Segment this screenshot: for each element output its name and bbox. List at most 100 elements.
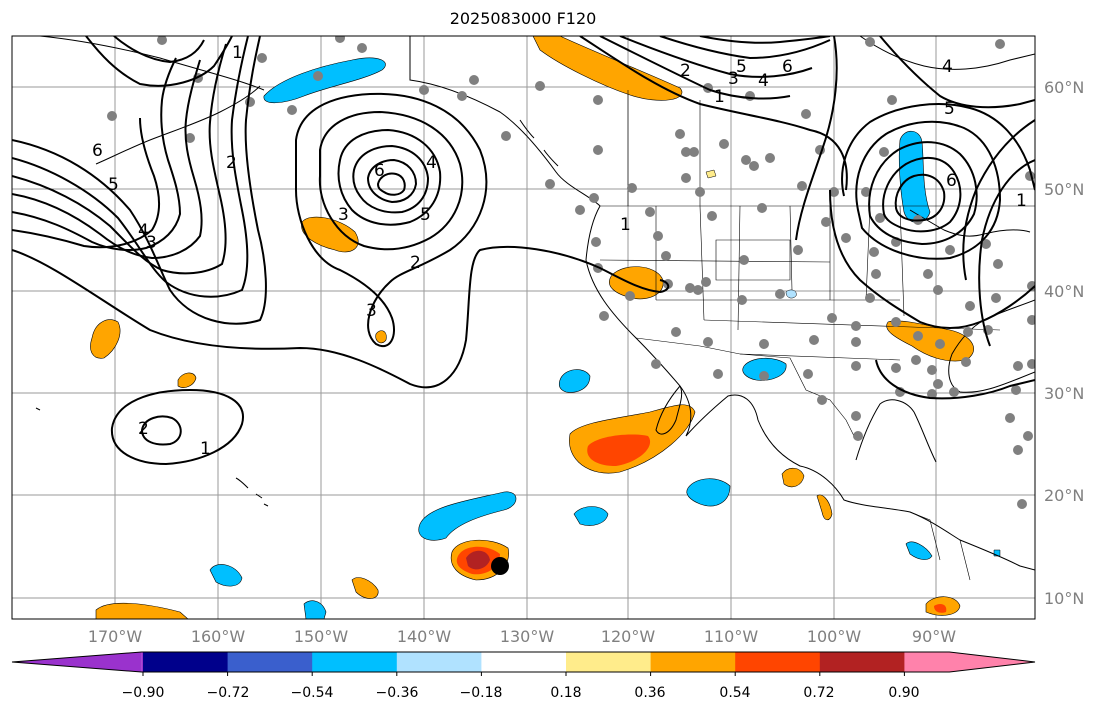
station-markers bbox=[107, 36, 1035, 509]
contour-label: 6 bbox=[374, 161, 385, 181]
colorbar-outline bbox=[11, 651, 1036, 673]
contour-label: 3 bbox=[728, 69, 739, 89]
colorbar-tick-label: −0.18 bbox=[460, 685, 503, 701]
shaded-region-orange bbox=[532, 36, 683, 101]
contour-label: 2 bbox=[680, 61, 691, 81]
map-title: 2025083000 F120 bbox=[449, 9, 597, 28]
political-borders bbox=[599, 90, 1035, 581]
shaded-region-orange bbox=[816, 494, 833, 521]
coastlines bbox=[35, 36, 1035, 571]
lon-tick-label: 130°W bbox=[500, 627, 555, 646]
shaded-region-orange bbox=[351, 577, 379, 599]
colorbar-segment bbox=[481, 652, 567, 672]
lon-tick-label: 90°W bbox=[912, 627, 956, 646]
colorbar-segment bbox=[143, 652, 229, 672]
shaded-region-orange bbox=[375, 330, 387, 344]
colorbar-segment bbox=[312, 652, 398, 672]
shaded-region-red bbox=[587, 434, 651, 466]
colorbar-tick-label: −0.36 bbox=[376, 685, 419, 701]
lat-tick-label: 40°N bbox=[1044, 282, 1084, 301]
colorbar-segment bbox=[735, 652, 821, 672]
contour-label: 4 bbox=[138, 221, 149, 241]
contour-label: 1 bbox=[620, 215, 631, 235]
lon-tick-label: 150°W bbox=[294, 627, 349, 646]
lon-tick-label: 160°W bbox=[191, 627, 246, 646]
contour-label: 5 bbox=[108, 175, 119, 195]
shaded-region-blue bbox=[209, 564, 243, 587]
lat-tick-label: 10°N bbox=[1044, 589, 1084, 608]
colorbar-tick-label: 0.54 bbox=[719, 685, 750, 701]
colorbar-segment bbox=[819, 652, 905, 672]
shaded-region-orange bbox=[177, 372, 197, 388]
shaded-region-lightblue bbox=[785, 289, 797, 299]
contour-label-group: 1 2 6 5 4 3 6 4 5 3 2 3 2 1 1 2 5 3 4 6 … bbox=[92, 43, 1027, 459]
shaded-region-red bbox=[934, 604, 947, 613]
lon-tick-label: 110°W bbox=[704, 627, 759, 646]
lon-tick-label: 100°W bbox=[807, 627, 862, 646]
colorbar-extend-min bbox=[12, 652, 142, 672]
contour-label: 1 bbox=[232, 43, 243, 63]
lon-tick-label: 170°W bbox=[88, 627, 143, 646]
contour-label: 6 bbox=[782, 57, 793, 77]
colorbar-segment bbox=[227, 652, 313, 672]
contour-label: 1 bbox=[714, 87, 725, 107]
contour-label: 5 bbox=[420, 205, 431, 225]
contour-label: 5 bbox=[736, 57, 747, 77]
contour-label: 4 bbox=[758, 71, 769, 91]
colorbar-tick-label: −0.54 bbox=[291, 685, 334, 701]
shaded-region-orange bbox=[301, 216, 359, 253]
colorbar bbox=[11, 651, 1036, 676]
latitude-axis: 60°N 50°N 40°N 30°N 20°N 10°N bbox=[1044, 78, 1084, 608]
contour-lines bbox=[12, 36, 1035, 466]
shaded-region-orange bbox=[95, 602, 189, 619]
colorbar-segment bbox=[396, 652, 482, 672]
shaded-region-blue bbox=[263, 57, 386, 104]
lat-tick-label: 20°N bbox=[1044, 486, 1084, 505]
contour-label: 4 bbox=[942, 57, 953, 77]
shaded-region-blue bbox=[742, 357, 787, 381]
lat-tick-label: 30°N bbox=[1044, 384, 1084, 403]
lon-tick-label: 140°W bbox=[397, 627, 452, 646]
colorbar-tick-label: 0.72 bbox=[803, 685, 834, 701]
map-frame bbox=[11, 35, 1036, 620]
contour-label: 3 bbox=[146, 233, 157, 253]
contour-label: 5 bbox=[944, 99, 955, 119]
contour-label: 1 bbox=[1016, 191, 1027, 211]
shaded-region-orange bbox=[90, 319, 121, 359]
shaded-region-orange bbox=[781, 467, 805, 488]
contour-label: 6 bbox=[92, 141, 103, 161]
shaded-region-blue bbox=[303, 600, 327, 619]
contour-label: 1 bbox=[200, 439, 211, 459]
shaded-region-blue bbox=[558, 369, 591, 393]
colorbar-labels: −0.90 −0.72 −0.54 −0.36 −0.18 0.18 0.36 … bbox=[122, 685, 920, 701]
longitude-axis: 170°W 160°W 150°W 140°W 130°W 120°W 110°… bbox=[88, 627, 956, 646]
contour-label: 2 bbox=[226, 153, 237, 173]
colorbar-tick-label: −0.72 bbox=[207, 685, 250, 701]
colorbar-tick-label: 0.18 bbox=[550, 685, 581, 701]
contour-label: 6 bbox=[946, 171, 957, 191]
shaded-region-darkred bbox=[466, 550, 490, 570]
colorbar-tick-label: −0.90 bbox=[122, 685, 165, 701]
shaded-region-orange bbox=[705, 169, 717, 179]
shaded-region-blue bbox=[573, 506, 609, 526]
shaded-fields bbox=[90, 36, 1001, 619]
shaded-region-blue bbox=[418, 491, 517, 541]
contour-label: 3 bbox=[366, 301, 377, 321]
shaded-region-blue bbox=[905, 541, 933, 560]
contour-label: 2 bbox=[410, 253, 421, 273]
colorbar-tick-label: 0.36 bbox=[634, 685, 665, 701]
colorbar-segment bbox=[650, 652, 736, 672]
lon-tick-label: 120°W bbox=[601, 627, 656, 646]
contour-label: 4 bbox=[426, 153, 437, 173]
colorbar-tick-label: 0.90 bbox=[888, 685, 919, 701]
lat-tick-label: 60°N bbox=[1044, 78, 1084, 97]
lat-tick-label: 50°N bbox=[1044, 180, 1084, 199]
contour-label: 3 bbox=[338, 205, 349, 225]
colorbar-extend-max bbox=[904, 652, 1035, 672]
colorbar-segment bbox=[566, 652, 652, 672]
storm-center-marker bbox=[491, 557, 509, 575]
colorbar-segment bbox=[141, 652, 143, 672]
contour-label: 2 bbox=[138, 419, 149, 439]
map-panel bbox=[12, 36, 1035, 619]
